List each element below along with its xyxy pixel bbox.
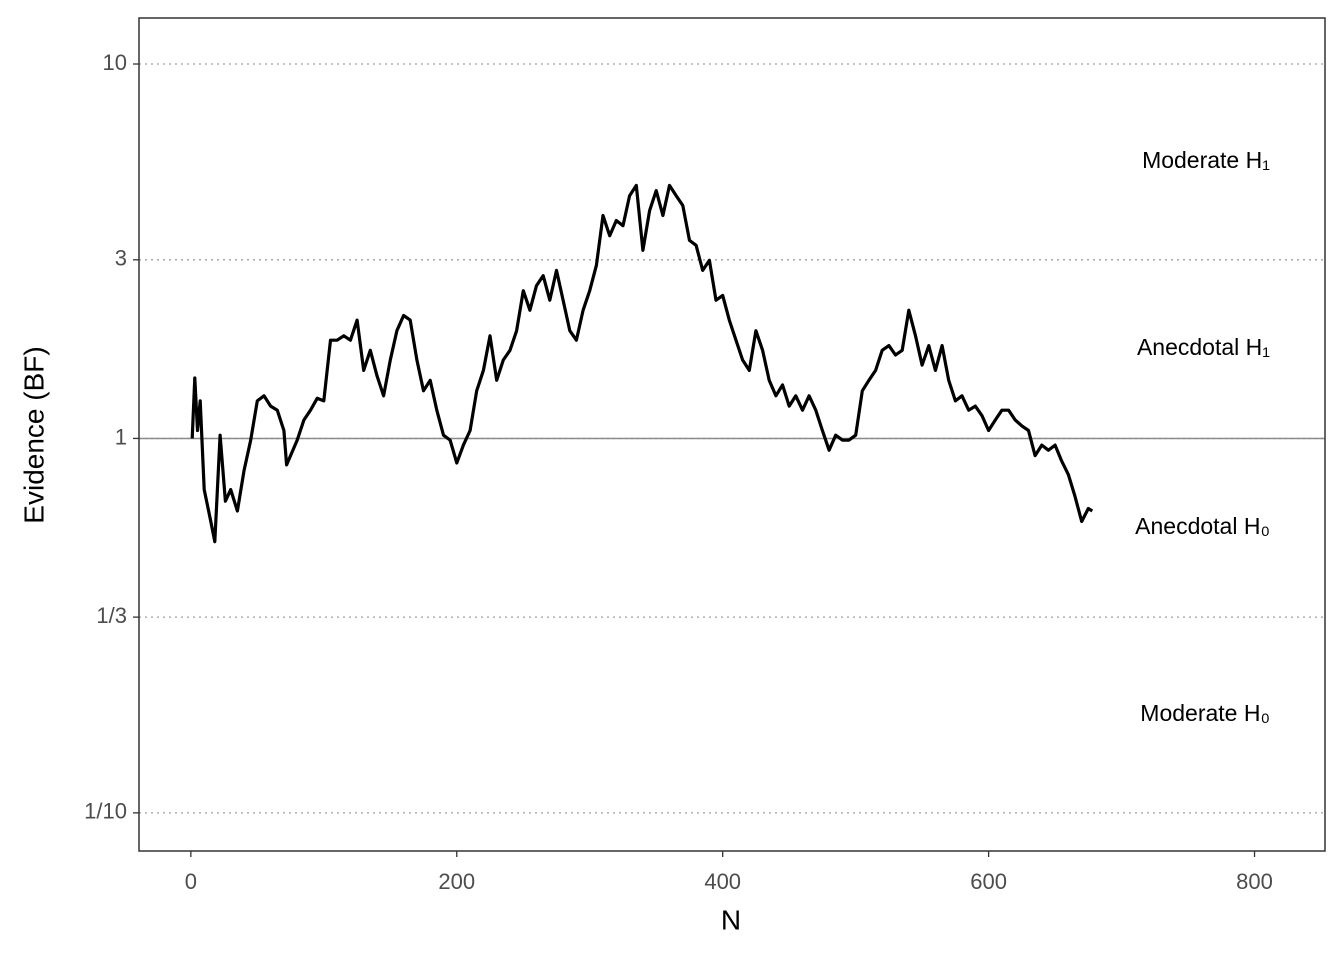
annotation: Anecdotal H₀ <box>1135 513 1270 539</box>
x-tick-label: 400 <box>704 869 741 894</box>
annotation: Moderate H₁ <box>1142 147 1270 173</box>
x-tick-label: 600 <box>970 869 1007 894</box>
annotation: Anecdotal H₁ <box>1137 334 1270 360</box>
plot-border <box>138 17 1326 852</box>
y-tick-label: 1 <box>115 424 127 449</box>
x-tick-label: 200 <box>438 869 475 894</box>
y-tick-label: 10 <box>103 50 127 75</box>
x-axis-title: N <box>721 904 741 935</box>
y-tick-label: 1/3 <box>96 603 127 628</box>
x-tick-label: 800 <box>1236 869 1273 894</box>
data-line <box>190 183 1094 544</box>
y-axis-title: Evidence (BF) <box>18 346 49 523</box>
annotation: Moderate H₀ <box>1140 700 1270 726</box>
y-tick-label: 1/10 <box>84 799 127 824</box>
y-tick-label: 3 <box>115 246 127 271</box>
x-tick-label: 0 <box>185 869 197 894</box>
